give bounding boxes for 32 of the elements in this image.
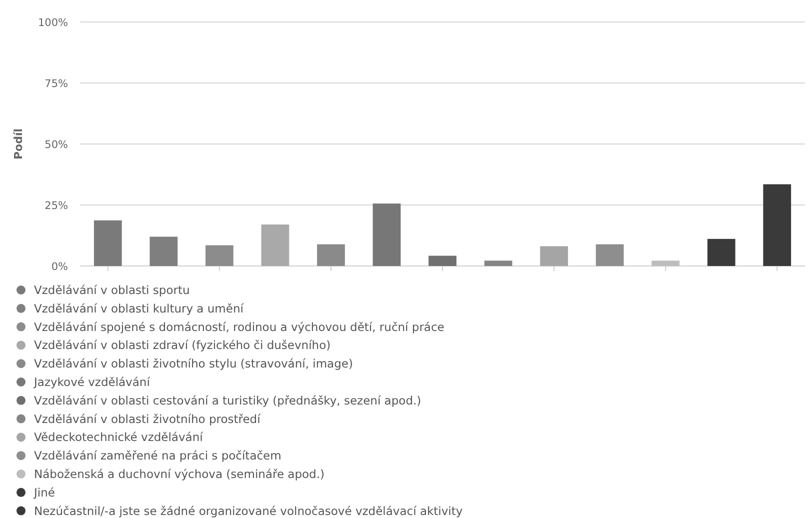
legend-label: Vzdělávání spojené s domácností, rodinou a výchovou dětí, ruční práce xyxy=(34,320,444,334)
bar xyxy=(763,184,792,266)
bar xyxy=(94,220,122,266)
legend-label: Vzdělávání v oblasti cestování a turistiky (přednášky, sezení apod.) xyxy=(34,393,422,408)
legend-label: Vzdělávání v oblasti kultury a umění xyxy=(34,301,244,316)
bar xyxy=(707,238,736,266)
legend-label: Jazykové vzdělávání xyxy=(33,375,151,389)
legend-label: Náboženská a duchovní výchova (semináře apod.) xyxy=(34,467,325,481)
legend-label: Vědeckotechnické vzdělávání xyxy=(34,430,204,444)
bar xyxy=(428,256,456,266)
legend-label: Vzdělávání v oblasti životního stylu (stravování, image) xyxy=(34,356,353,371)
bar xyxy=(150,236,178,266)
bar xyxy=(652,260,680,266)
bar xyxy=(317,244,345,266)
bar xyxy=(261,224,290,266)
legend-label: Nezúčastnil/-a jste se žádné organizované volnočasové vzdělávací aktivity xyxy=(34,504,463,518)
y-tick-label: 75% xyxy=(44,78,68,90)
y-axis-title: Podíl xyxy=(12,128,25,160)
legend-label: Jiné xyxy=(33,485,55,500)
legend-label: Vzdělávání v oblasti sportu xyxy=(34,283,190,297)
legend-label: Vzdělávání v oblasti životního prostředí xyxy=(34,412,262,426)
legend-label: Vzdělávání zaměřené na práci s počítačem xyxy=(34,448,282,463)
bar xyxy=(484,260,512,266)
y-tick-label: 100% xyxy=(38,17,68,29)
bar xyxy=(540,246,568,266)
y-tick-label: 50% xyxy=(44,139,68,151)
bar xyxy=(596,244,624,266)
bar xyxy=(205,245,234,266)
bar xyxy=(372,204,401,266)
y-tick-label: 0% xyxy=(51,261,68,273)
y-tick-label: 25% xyxy=(44,200,68,212)
legend-label: Vzdělávání v oblasti zdraví (fyzického či duševního) xyxy=(34,338,331,352)
